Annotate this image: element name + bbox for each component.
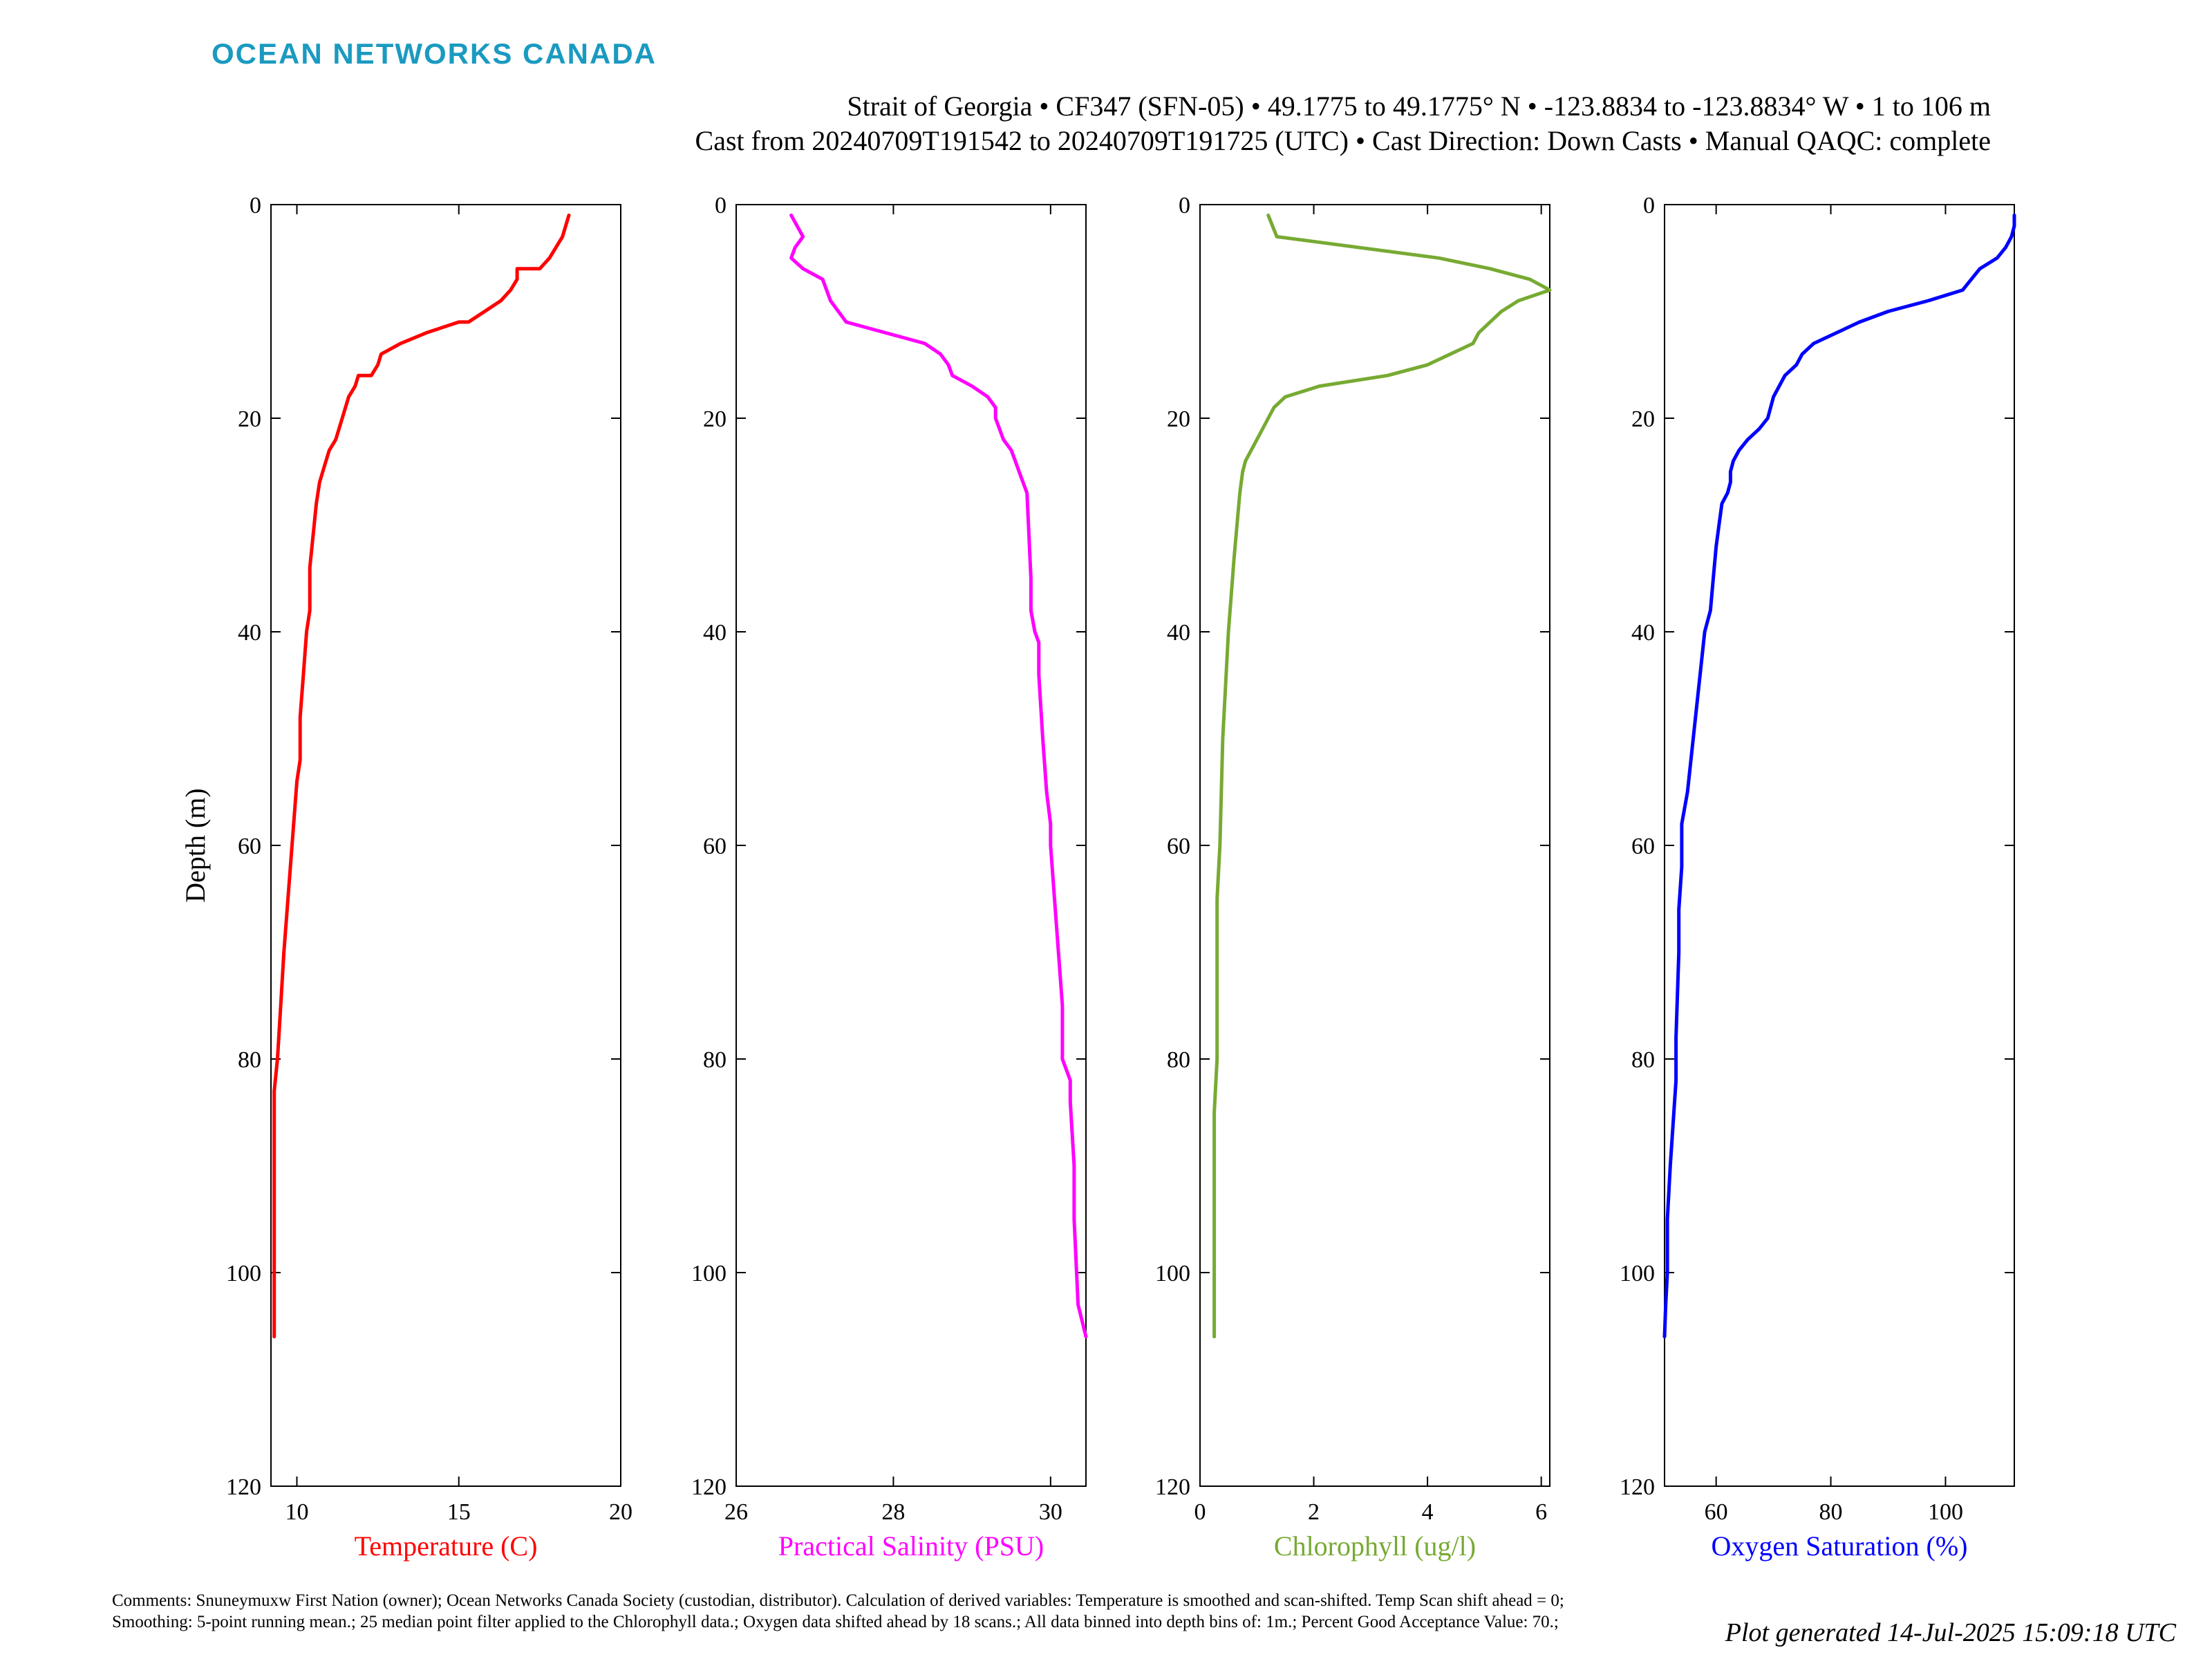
y-tick-label: 80 <box>1631 1047 1655 1073</box>
x-axis-label-3: Chlorophyll (ug/l) <box>1274 1530 1476 1562</box>
panel-2-axes-box <box>735 204 1087 1487</box>
x-tick-label: 20 <box>609 1499 632 1525</box>
y-tick-label: 60 <box>703 834 727 859</box>
x-tick-label: 6 <box>1535 1499 1547 1525</box>
y-tick-label: 60 <box>1167 834 1190 859</box>
y-tick-label: 20 <box>238 406 261 432</box>
x-axis-label-2: Practical Salinity (PSU) <box>778 1530 1044 1562</box>
y-tick-label: 20 <box>1631 406 1655 432</box>
panel-3-axes-box <box>1199 204 1550 1487</box>
y-tick-label: 100 <box>691 1261 727 1286</box>
y-tick-label: 120 <box>1620 1474 1655 1500</box>
y-tick-label: 100 <box>1155 1261 1190 1286</box>
x-tick-label: 100 <box>1928 1499 1963 1525</box>
y-tick-label: 0 <box>250 193 261 218</box>
profile-line-1 <box>272 213 571 1339</box>
y-tick-label: 60 <box>1631 834 1655 859</box>
y-tick-label: 100 <box>226 1261 261 1286</box>
y-tick-label: 120 <box>691 1474 727 1500</box>
x-tick-label: 10 <box>285 1499 308 1525</box>
x-tick-label: 28 <box>881 1499 905 1525</box>
panel-4-axes-box <box>1664 204 2015 1487</box>
x-tick-label: 15 <box>447 1499 471 1525</box>
profile-line-4 <box>1662 213 2016 1339</box>
y-tick-label: 0 <box>1643 193 1655 218</box>
y-tick-label: 40 <box>238 620 261 646</box>
brand-logo-text: OCEAN NETWORKS CANADA <box>212 37 657 70</box>
y-tick-label: 120 <box>1155 1474 1190 1500</box>
comments-text: Comments: Snuneymuxw First Nation (owner… <box>112 1591 1564 1631</box>
y-tick-label: 0 <box>715 193 727 218</box>
x-tick-label: 26 <box>724 1499 748 1525</box>
y-tick-label: 40 <box>1631 620 1655 646</box>
y-tick-label: 60 <box>238 834 261 859</box>
header-line-1: Strait of Georgia • CF347 (SFN-05) • 49.… <box>847 91 1991 122</box>
x-tick-label: 2 <box>1308 1499 1320 1525</box>
y-tick-label: 40 <box>703 620 727 646</box>
profile-line-3 <box>1212 213 1552 1339</box>
y-tick-label: 120 <box>226 1474 261 1500</box>
y-tick-label: 80 <box>1167 1047 1190 1073</box>
y-tick-label: 80 <box>238 1047 261 1073</box>
panel-1-axes-box <box>270 204 621 1487</box>
header-line-2: Cast from 20240709T191542 to 20240709T19… <box>695 125 1991 156</box>
y-tick-label: 20 <box>1167 406 1190 432</box>
y-tick-label: 40 <box>1167 620 1190 646</box>
y-tick-label: 0 <box>1179 193 1190 218</box>
x-axis-label-4: Oxygen Saturation (%) <box>1711 1530 1967 1562</box>
x-tick-label: 4 <box>1422 1499 1434 1525</box>
plot-generated-timestamp: Plot generated 14-Jul-2025 15:09:18 UTC <box>1725 1618 2176 1647</box>
x-tick-label: 30 <box>1039 1499 1062 1525</box>
x-tick-label: 60 <box>1705 1499 1728 1525</box>
x-tick-label: 0 <box>1194 1499 1206 1525</box>
y-tick-label: 20 <box>703 406 727 432</box>
x-tick-label: 80 <box>1819 1499 1843 1525</box>
y-tick-label: 80 <box>703 1047 727 1073</box>
y-axis-label: Depth (m) <box>180 788 211 903</box>
y-tick-label: 100 <box>1620 1261 1655 1286</box>
profile-line-2 <box>789 213 1088 1339</box>
x-axis-label-1: Temperature (C) <box>355 1530 538 1562</box>
